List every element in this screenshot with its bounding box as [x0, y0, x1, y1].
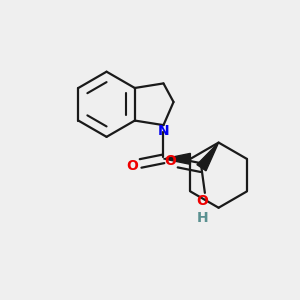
- Text: H: H: [197, 211, 208, 225]
- Text: O: O: [127, 159, 139, 173]
- Text: O: O: [196, 194, 208, 208]
- Text: N: N: [158, 124, 169, 138]
- Text: O: O: [165, 154, 176, 168]
- Polygon shape: [164, 153, 190, 164]
- Polygon shape: [197, 142, 219, 171]
